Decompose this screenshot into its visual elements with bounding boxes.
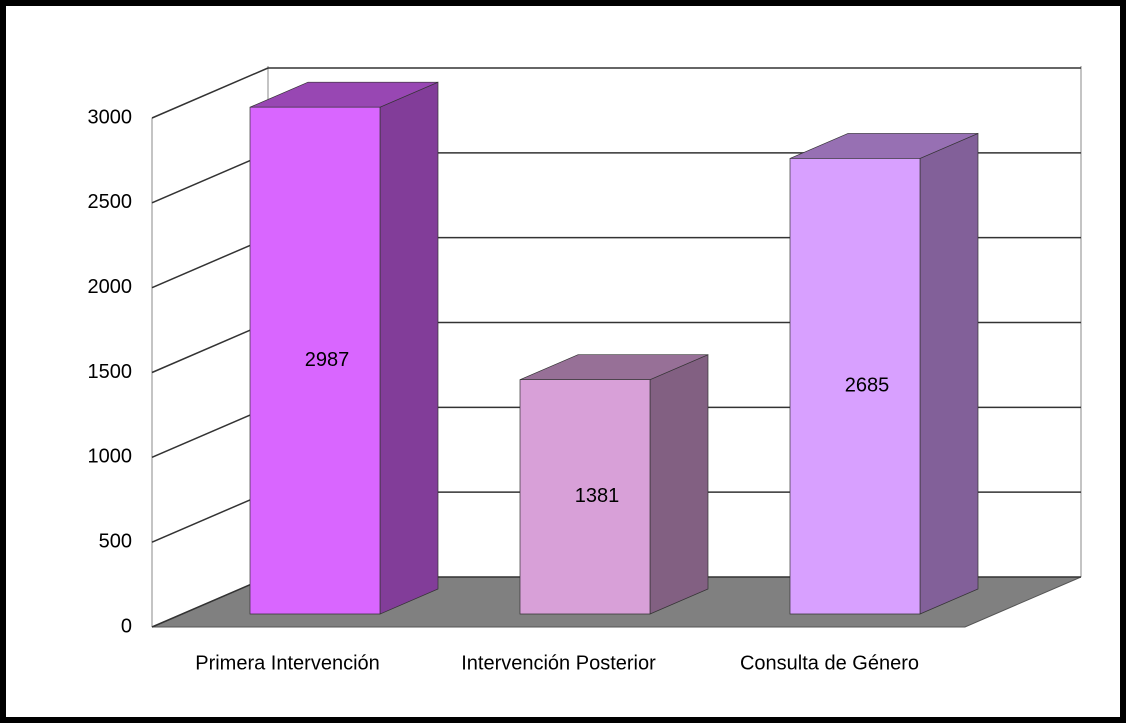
grid-line [151,152,269,204]
x-tick-label: Consulta de Género [740,652,919,674]
grid-line [151,321,269,374]
bar [249,81,439,615]
bar-front [519,379,651,615]
y-tick-label: 2000 [88,276,133,298]
bar-side [919,132,979,615]
bar-side [649,354,709,615]
bar-front [249,106,381,615]
bar-side [379,81,439,615]
grid-line [151,67,269,119]
bar [519,354,709,615]
data-label: 2685 [845,375,890,397]
x-tick-label: Primera Intervención [195,652,380,674]
grid-line [151,406,269,459]
y-tick-label: 0 [121,615,132,637]
data-label: 1381 [575,485,620,507]
y-tick-label: 1500 [88,361,133,383]
bar-front [789,158,921,615]
y-tick-label: 3000 [88,106,133,128]
grid-line [151,491,269,543]
bar [789,132,979,615]
data-label: 2987 [305,349,350,371]
y-tick-label: 1000 [88,446,133,468]
grid-line [151,576,269,628]
y-tick-label: 2500 [88,191,133,213]
grid-line [151,236,269,289]
x-tick-label: Intervención Posterior [461,652,656,674]
y-tick-label: 500 [99,530,132,552]
